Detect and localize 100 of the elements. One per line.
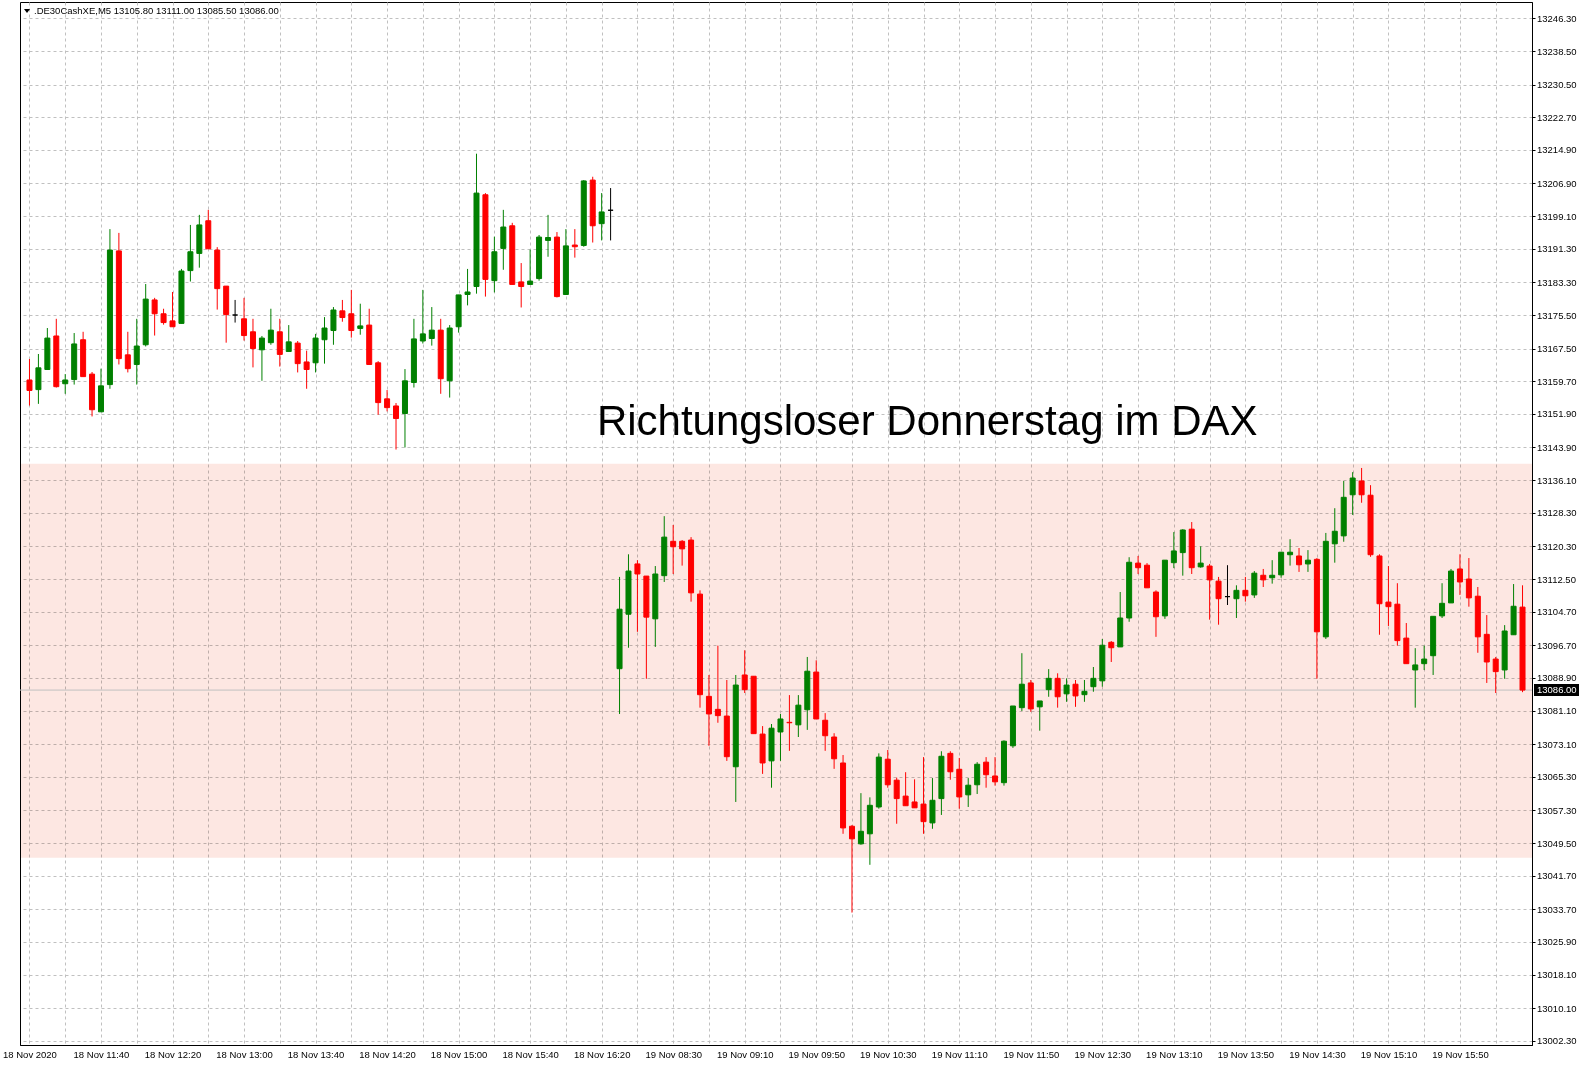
band-label: Richtungsloser Donnerstag im DAX: [596, 396, 1258, 444]
candlestick: [1215, 576, 1222, 626]
y-tick-label: 13088.90: [1537, 672, 1577, 684]
y-tick-label: 13112.50: [1537, 573, 1576, 585]
candlestick: [777, 713, 784, 762]
y-tick-label: 13175.50: [1537, 309, 1577, 321]
candlestick: [124, 331, 131, 373]
candlestick: [348, 289, 355, 339]
candlestick: [419, 289, 426, 345]
y-tick-label: 13143.90: [1537, 441, 1577, 453]
candlestick: [249, 318, 256, 368]
y-tick-label: 13199.10: [1537, 210, 1577, 222]
candlestick: [1412, 647, 1419, 709]
y-tick-label: 13010.10: [1537, 1002, 1577, 1014]
y-tick-label: 13159.70: [1537, 375, 1577, 387]
y-tick-label: 13191.30: [1537, 243, 1577, 255]
candlestick: [35, 353, 42, 405]
candlestick: [1304, 549, 1311, 573]
candlestick: [357, 303, 364, 336]
x-tick-label: 19 Nov 13:10: [1146, 1048, 1203, 1060]
y-tick-label: 13049.50: [1537, 837, 1577, 849]
candlestick: [857, 792, 864, 846]
y-tick-label: 13002.30: [1537, 1035, 1577, 1047]
x-tick-label: 19 Nov 14:30: [1289, 1048, 1346, 1060]
candlestick: [598, 192, 605, 241]
candlestick: [303, 350, 310, 390]
candlestick: [500, 209, 507, 271]
candlestick: [947, 750, 954, 781]
candlestick: [1179, 528, 1186, 577]
y-tick-label: 13238.50: [1537, 45, 1577, 57]
y-tick-label: 13081.10: [1537, 705, 1577, 717]
candlestick: [339, 299, 346, 323]
candlestick: [1456, 553, 1463, 596]
candlestick: [634, 559, 641, 633]
candlestick: [62, 373, 69, 395]
candlestick: [822, 712, 829, 752]
candlestick: [983, 756, 990, 789]
candlestick: [670, 524, 677, 575]
candlestick: [1036, 700, 1043, 732]
candlestick: [705, 674, 712, 747]
candlestick: [1331, 507, 1338, 564]
y-tick-label: 13136.10: [1537, 474, 1577, 486]
y-tick-label: 13222.70: [1537, 111, 1577, 123]
candlestick: [1269, 559, 1276, 585]
candlestick: [267, 308, 274, 346]
x-tick-label: 18 Nov 13:00: [216, 1048, 273, 1060]
candlestick: [1492, 656, 1499, 694]
x-tick-label: 19 Nov 10:30: [860, 1048, 917, 1060]
candlestick: [1170, 531, 1177, 569]
y-tick-label: 13096.70: [1537, 639, 1577, 651]
x-tick-label: 19 Nov 15:10: [1360, 1048, 1418, 1060]
candlestick: [1081, 679, 1088, 703]
candlestick: [1144, 562, 1151, 589]
x-tick-label: 18 Nov 2020: [3, 1048, 57, 1060]
y-tick-label: 13183.30: [1537, 276, 1577, 288]
x-tick-label: 19 Nov 09:50: [788, 1048, 845, 1060]
candlestick: [169, 291, 176, 328]
candlestick: [545, 214, 552, 258]
x-tick-label: 18 Nov 15:00: [430, 1048, 488, 1060]
y-tick-label: 13041.70: [1537, 870, 1577, 882]
y-tick-label: 13104.70: [1537, 606, 1577, 618]
candlestick: [187, 224, 194, 282]
candlestick: [1296, 547, 1303, 573]
candlestick: [1465, 557, 1472, 608]
candlestick: [714, 645, 721, 724]
candlestick: [1385, 565, 1392, 627]
y-tick-label: 13073.10: [1537, 738, 1577, 750]
candlestick: [1063, 677, 1070, 703]
y-tick-label: 13128.30: [1537, 507, 1577, 519]
candlestick: [1072, 679, 1079, 708]
candlestick: [428, 306, 435, 347]
y-tick-label: 13230.50: [1537, 79, 1577, 91]
y-tick-label: 13018.10: [1537, 969, 1577, 981]
candlestick: [1090, 666, 1097, 693]
candlestick: [1108, 640, 1115, 663]
x-tick-label: 19 Nov 11:50: [1003, 1048, 1060, 1060]
candlestick: [571, 228, 578, 259]
y-tick-label: 13151.90: [1537, 408, 1577, 420]
candlestick: [848, 824, 855, 914]
candlestick: [974, 761, 981, 795]
y-tick-label: 13246.30: [1537, 12, 1577, 24]
x-tick-label: 18 Nov 11:40: [73, 1048, 130, 1060]
candlestick: [1439, 582, 1446, 619]
candlestick: [1349, 471, 1356, 516]
x-tick-label: 19 Nov 12:30: [1074, 1048, 1132, 1060]
y-tick-label: 13167.50: [1537, 343, 1577, 355]
candlestick: [258, 335, 265, 382]
candlestick: [965, 777, 972, 808]
candlestick: [276, 318, 283, 368]
x-tick-label: 18 Nov 16:20: [573, 1048, 631, 1060]
candlestick: [1054, 672, 1061, 709]
y-tick-label: 13065.30: [1537, 771, 1577, 783]
candlestick: [384, 389, 391, 412]
candlestick: [911, 778, 918, 809]
candlestick: [527, 249, 534, 285]
candlestick: [393, 402, 400, 451]
candlestick: [831, 732, 838, 770]
candlestick: [232, 299, 239, 324]
candlestick: [1018, 652, 1025, 712]
candlestick: [1233, 584, 1240, 619]
